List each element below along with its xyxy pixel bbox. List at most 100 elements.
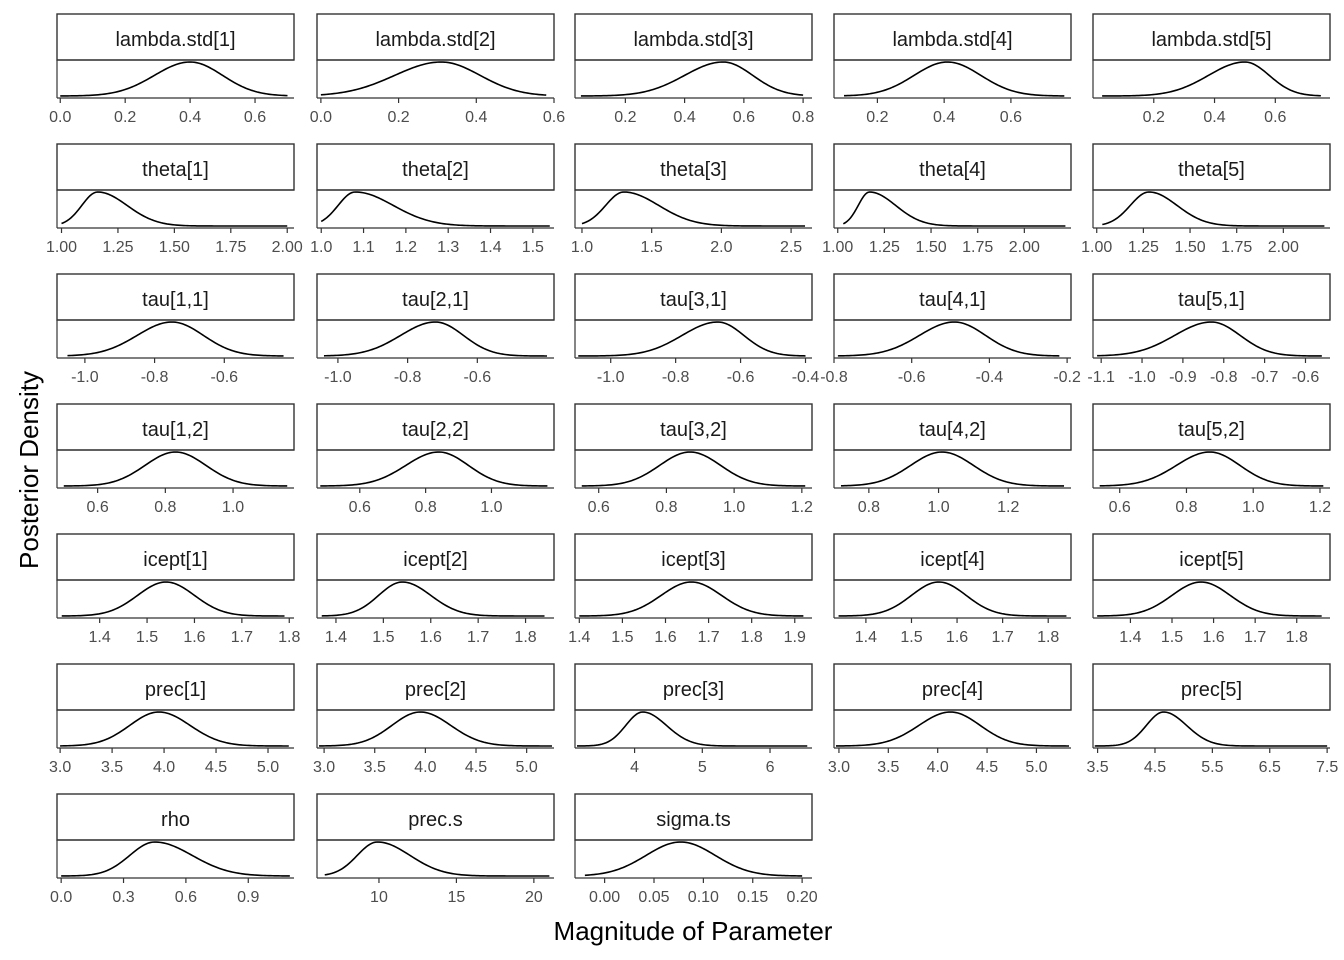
y-axis-title: Posterior Density (14, 371, 44, 569)
x-tick-label: 1.8 (278, 629, 300, 646)
density-curve-icept-3 (579, 581, 804, 617)
x-tick-label: -0.6 (727, 369, 755, 386)
strip-label-sigma-ts: sigma.ts (656, 809, 730, 831)
strip-icept-5 (1092, 533, 1331, 581)
x-tick-label: -0.7 (1251, 369, 1279, 386)
strip-label-tau-1-1: tau[1,1] (142, 289, 209, 311)
x-tick-label: 1.0 (571, 239, 593, 256)
strip-theta-3 (574, 143, 813, 191)
strip-label-icept-4: icept[4] (920, 549, 984, 571)
x-tick-label: 15 (448, 889, 466, 906)
x-tick-label: 0.2 (1143, 109, 1165, 126)
x-tick-label: 4.0 (153, 759, 175, 776)
strip-icept-1 (56, 533, 295, 581)
strip-theta-1 (56, 143, 295, 191)
panel-tau-1-2: tau[1,2] 0.6 0.8 1.0 (56, 403, 295, 516)
strip-tau-1-2 (56, 403, 295, 451)
x-tick-label: 0.6 (1000, 109, 1022, 126)
x-tick-label: 1.25 (869, 239, 900, 256)
x-tick-label: 2.00 (1268, 239, 1299, 256)
strip-label-icept-3: icept[3] (661, 549, 725, 571)
density-curve-theta-4 (842, 191, 1066, 227)
x-tick-label: 2.0 (710, 239, 732, 256)
x-tick-label: 1.2 (997, 499, 1019, 516)
strip-label-tau-5-2: tau[5,2] (1178, 419, 1245, 441)
x-tick-label: 0.8 (792, 109, 814, 126)
density-curve-tau-5-2 (1099, 451, 1324, 487)
strip-label-prec-1: prec[1] (145, 679, 206, 701)
panel-icept-3: icept[3] 1.4 1.5 1.6 1.7 1.8 1.9 (568, 533, 813, 646)
panel-tau-5-2: tau[5,2] 0.6 0.8 1.0 1.2 (1092, 403, 1331, 516)
x-tick-label: 1.00 (822, 239, 853, 256)
x-tick-label: 1.6 (183, 629, 205, 646)
x-tick-label: 3.0 (828, 759, 850, 776)
x-tick-label: 20 (525, 889, 543, 906)
x-tick-label: 1.7 (1244, 629, 1266, 646)
panel-tau-2-2: tau[2,2] 0.6 0.8 1.0 (316, 403, 555, 516)
strip-lambda-std-3 (574, 13, 813, 61)
strip-icept-2 (316, 533, 555, 581)
x-tick-label: 10 (370, 889, 388, 906)
panel-lambda-std-4: lambda.std[4] 0.2 0.4 0.6 (833, 13, 1072, 126)
density-curve-prec-2 (319, 711, 552, 747)
strip-tau-3-2 (574, 403, 813, 451)
strip-label-tau-2-2: tau[2,2] (402, 419, 469, 441)
strip-label-theta-4: theta[4] (919, 159, 986, 181)
x-tick-label: -0.8 (141, 369, 169, 386)
panel-prec-1: prec[1] 3.0 3.5 4.0 4.5 5.0 (49, 663, 295, 776)
x-tick-label: 1.00 (1081, 239, 1112, 256)
x-tick-label: 0.05 (638, 889, 669, 906)
strip-label-icept-5: icept[5] (1179, 549, 1243, 571)
x-tick-label: 0.8 (1175, 499, 1197, 516)
x-tick-label: 1.2 (395, 239, 417, 256)
x-tick-label: 1.0 (1242, 499, 1264, 516)
x-tick-label: 7.5 (1316, 759, 1338, 776)
density-curve-tau-3-1 (578, 321, 806, 357)
panel-prec-s: prec.s 10 15 20 (316, 793, 555, 906)
strip-label-tau-1-2: tau[1,2] (142, 419, 209, 441)
strip-label-tau-2-1: tau[2,1] (402, 289, 469, 311)
x-tick-label: 1.8 (514, 629, 536, 646)
x-tick-label: -0.8 (1210, 369, 1238, 386)
strip-theta-5 (1092, 143, 1331, 191)
density-curve-tau-5-1 (1097, 321, 1322, 357)
density-curve-prec-5 (1094, 711, 1328, 747)
x-tick-label: 0.2 (614, 109, 636, 126)
x-tick-label: 0.4 (673, 109, 695, 126)
x-tick-label: 5.0 (257, 759, 279, 776)
x-tick-label: 0.10 (688, 889, 719, 906)
x-tick-label: 3.5 (364, 759, 386, 776)
x-tick-label: 1.0 (480, 499, 502, 516)
x-tick-label: 1.75 (962, 239, 993, 256)
x-tick-label: -0.8 (820, 369, 848, 386)
x-tick-label: 1.5 (372, 629, 394, 646)
x-tick-label: 1.8 (1037, 629, 1059, 646)
panel-prec-5: prec[5] 3.5 4.5 5.5 6.5 7.5 (1086, 663, 1338, 776)
x-tick-label: 1.6 (654, 629, 676, 646)
strip-sigma-ts (574, 793, 813, 841)
x-tick-label: 1.6 (420, 629, 442, 646)
x-tick-label: 0.6 (543, 109, 565, 126)
density-curve-tau-1-1 (67, 321, 284, 357)
x-tick-label: 3.0 (49, 759, 71, 776)
x-tick-label: 1.2 (1309, 499, 1331, 516)
x-tick-label: 1.9 (784, 629, 806, 646)
strip-label-prec-3: prec[3] (663, 679, 724, 701)
x-tick-label: 1.5 (900, 629, 922, 646)
panel-tau-2-1: tau[2,1] -1.0 -0.8 -0.6 (316, 273, 555, 386)
strip-prec-5 (1092, 663, 1331, 711)
x-tick-label: -0.6 (464, 369, 492, 386)
x-tick-label: 0.8 (154, 499, 176, 516)
strip-label-lambda-std-4: lambda.std[4] (892, 29, 1012, 51)
strip-label-theta-2: theta[2] (402, 159, 469, 181)
x-tick-label: 5 (698, 759, 707, 776)
panel-prec-4: prec[4] 3.0 3.5 4.0 4.5 5.0 (828, 663, 1072, 776)
x-tick-label: 4.5 (976, 759, 998, 776)
x-tick-label: 4.5 (1144, 759, 1166, 776)
density-curve-theta-3 (581, 191, 806, 227)
x-tick-label: -1.0 (324, 369, 352, 386)
density-curve-prec-3 (577, 711, 808, 747)
x-tick-label: 0.6 (244, 109, 266, 126)
strip-icept-3 (574, 533, 813, 581)
panel-prec-2: prec[2] 3.0 3.5 4.0 4.5 5.0 (313, 663, 555, 776)
